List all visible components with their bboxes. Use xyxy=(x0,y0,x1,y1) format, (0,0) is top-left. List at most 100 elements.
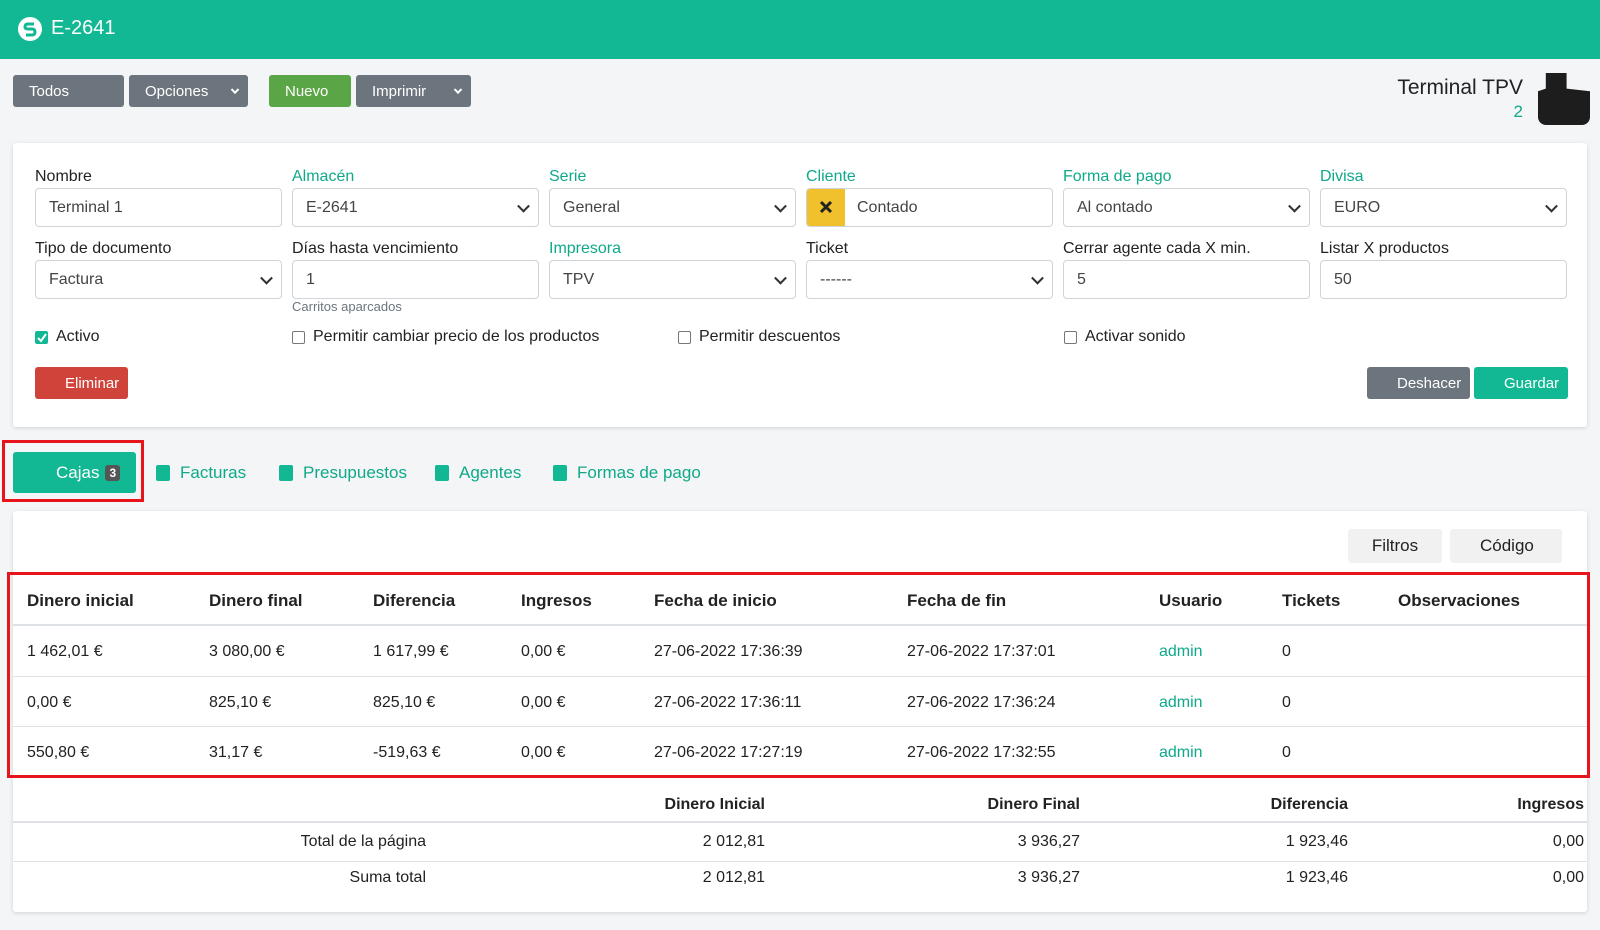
cell: 0,00 € xyxy=(521,744,566,761)
totals-header: Diferencia xyxy=(1270,796,1348,813)
button-label: Opciones xyxy=(145,82,209,100)
button-label: Nuevo xyxy=(285,82,329,100)
button-label: Deshacer xyxy=(1397,374,1462,392)
caret xyxy=(1031,271,1044,285)
undo-button[interactable]: Deshacer xyxy=(1367,367,1470,399)
field-value: Contado xyxy=(857,198,918,216)
field-value: ------ xyxy=(820,270,852,288)
totals-cell: 1 923,46 xyxy=(1285,833,1348,850)
column-header: Fecha de fin xyxy=(907,591,1007,610)
field-value: EURO xyxy=(1334,198,1381,216)
button-label: Eliminar xyxy=(65,374,120,392)
field-input[interactable]: E-2641 xyxy=(292,188,539,227)
button-label: Código xyxy=(1480,536,1534,555)
cell[interactable]: admin xyxy=(1159,693,1203,711)
filters-button[interactable]: Filtros xyxy=(1348,529,1442,563)
column-header: Dinero inicial xyxy=(27,591,134,610)
checkbox[interactable] xyxy=(35,331,48,344)
checkbox[interactable] xyxy=(678,331,691,344)
cell[interactable]: admin xyxy=(1159,744,1203,761)
column-header: Dinero final xyxy=(209,591,303,610)
field-value: Factura xyxy=(49,270,104,288)
field-input[interactable]: General xyxy=(549,188,796,227)
cell[interactable]: admin xyxy=(1159,643,1203,660)
tab[interactable]: Facturas xyxy=(156,452,246,493)
field-input[interactable]: 50 xyxy=(1320,260,1567,299)
field-input[interactable]: Terminal 1 xyxy=(35,188,282,227)
toolbar-button[interactable]: Nuevo xyxy=(269,75,351,107)
tab[interactable]: Presupuestos xyxy=(279,452,407,493)
app-title: E-2641 xyxy=(51,17,116,39)
field-label: Cerrar agente cada X min. xyxy=(1063,240,1251,257)
cell: 27-06-2022 17:37:01 xyxy=(907,643,1056,660)
checkbox[interactable] xyxy=(292,331,305,344)
cell: 825,10 € xyxy=(209,693,272,711)
field-input[interactable]: ------ xyxy=(806,260,1053,299)
row-border xyxy=(13,726,1587,727)
field-input[interactable]: 5 xyxy=(1063,260,1310,299)
save-button[interactable]: Guardar xyxy=(1474,367,1568,399)
toolbar-button[interactable]: Todos xyxy=(13,75,124,107)
button-label: Filtros xyxy=(1371,536,1419,555)
field-value: General xyxy=(563,198,620,216)
tab-active[interactable]: Cajas 3 xyxy=(13,452,136,493)
totals-cell: 2 012,81 xyxy=(702,833,765,850)
cell: 550,80 € xyxy=(27,744,90,761)
checkbox-label: Permitir cambiar precio de los productos xyxy=(313,328,600,345)
header-border xyxy=(13,821,1587,823)
delete-button[interactable]: Eliminar xyxy=(35,367,128,399)
logo xyxy=(18,17,42,41)
highlight xyxy=(7,572,1590,778)
tab-icon xyxy=(553,464,567,481)
field-label: Impresora xyxy=(549,240,622,257)
checkbox-label: Activo xyxy=(56,328,100,345)
tab-label: Formas de pago xyxy=(577,462,701,482)
tab-label: Cajas xyxy=(56,462,100,482)
caret xyxy=(230,85,240,95)
tab[interactable]: Formas de pago xyxy=(553,452,701,493)
totals-header: Dinero Final xyxy=(987,796,1080,813)
totals-cell: 0,00 xyxy=(1552,869,1584,886)
button-label: Guardar xyxy=(1504,374,1560,392)
field-value: TPV xyxy=(563,270,595,288)
field-input[interactable]: Contado xyxy=(806,188,1053,227)
field-input[interactable]: Factura xyxy=(35,260,282,299)
totals-cell: 2 012,81 xyxy=(702,869,765,886)
column-header: Ingresos xyxy=(521,591,592,610)
totals-cell: 0,00 xyxy=(1552,833,1584,850)
cell: 0,00 € xyxy=(521,693,566,711)
highlight xyxy=(2,440,144,502)
cell: 0 xyxy=(1282,744,1291,761)
column-header: Tickets xyxy=(1282,591,1341,610)
caret xyxy=(517,199,530,213)
field-input[interactable]: TPV xyxy=(549,260,796,299)
tab-label: Presupuestos xyxy=(303,462,407,482)
row-border xyxy=(13,861,1587,862)
field-input[interactable]: 1 xyxy=(292,260,539,299)
field-input[interactable]: EURO xyxy=(1320,188,1567,227)
checkbox-label: Permitir descuentos xyxy=(699,328,841,345)
tab-label: Agentes xyxy=(459,462,522,482)
field-label: Cliente xyxy=(806,168,856,185)
column-header: Observaciones xyxy=(1398,591,1520,610)
clear-button xyxy=(807,189,845,226)
checkbox[interactable] xyxy=(1064,331,1077,344)
help-text: Carritos aparcados xyxy=(292,299,402,314)
row-border xyxy=(13,675,1587,677)
cell: 0,00 € xyxy=(27,693,72,711)
tab[interactable]: Agentes xyxy=(435,452,521,493)
list-card: Filtros Código Dinero inicial Dinero final D… xyxy=(13,511,1587,912)
cell: 0 xyxy=(1282,693,1291,711)
toolbar-button[interactable]: Imprimir xyxy=(356,75,471,107)
field-value: Al contado xyxy=(1077,198,1153,216)
toolbar-button[interactable]: Opciones xyxy=(129,75,248,107)
field-input[interactable]: Al contado xyxy=(1063,188,1310,227)
top-bar: E-2641 xyxy=(0,0,1600,59)
cell: 27-06-2022 17:36:39 xyxy=(654,643,803,660)
totals-cell: 3 936,27 xyxy=(1017,869,1080,886)
field-label: Nombre xyxy=(35,168,92,185)
cell: 31,17 € xyxy=(209,744,263,761)
tab-icon xyxy=(279,464,293,481)
sort-button[interactable]: Código xyxy=(1450,529,1562,563)
